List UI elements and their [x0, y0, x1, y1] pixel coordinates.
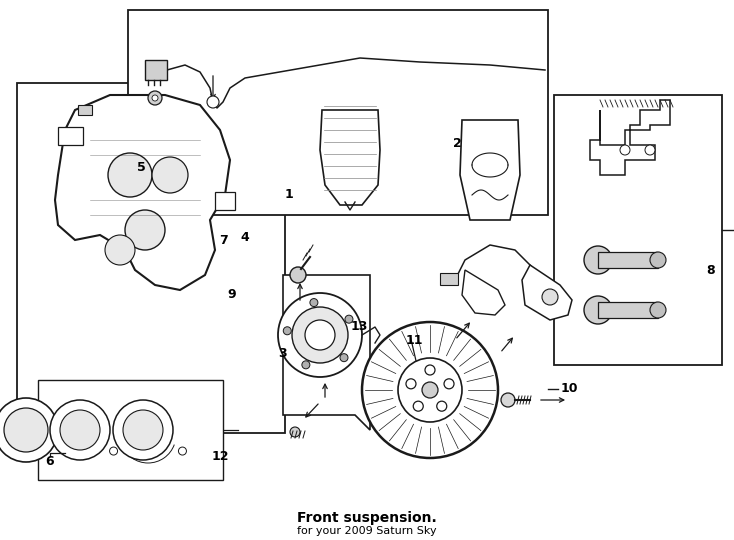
Bar: [598, 252, 658, 268]
Text: 5: 5: [137, 161, 146, 174]
Bar: [440, 273, 458, 285]
Circle shape: [148, 91, 162, 105]
Text: 8: 8: [706, 264, 715, 276]
Bar: [554, 95, 722, 365]
Circle shape: [444, 379, 454, 389]
Bar: [38, 380, 223, 480]
Text: 12: 12: [211, 450, 229, 463]
Circle shape: [152, 95, 158, 101]
Wedge shape: [106, 446, 190, 480]
Bar: [598, 302, 658, 318]
Circle shape: [290, 427, 300, 437]
Polygon shape: [462, 270, 505, 315]
Circle shape: [310, 299, 318, 307]
Text: 11: 11: [406, 334, 424, 347]
Bar: [17, 83, 285, 433]
Polygon shape: [283, 275, 370, 430]
Circle shape: [302, 361, 310, 369]
Circle shape: [398, 358, 462, 422]
Circle shape: [425, 365, 435, 375]
Text: 10: 10: [560, 382, 578, 395]
Text: 4: 4: [240, 231, 249, 244]
Circle shape: [60, 410, 100, 450]
Bar: [215, 192, 235, 210]
Circle shape: [50, 400, 110, 460]
Text: 1: 1: [284, 188, 293, 201]
Circle shape: [620, 145, 630, 155]
Text: 9: 9: [227, 288, 236, 301]
Text: 2: 2: [453, 137, 462, 150]
Circle shape: [645, 145, 655, 155]
Circle shape: [178, 447, 186, 455]
Circle shape: [125, 210, 165, 250]
Circle shape: [152, 157, 188, 193]
Circle shape: [109, 447, 117, 455]
Circle shape: [283, 327, 291, 335]
Text: 3: 3: [278, 347, 287, 360]
Circle shape: [406, 379, 416, 389]
Circle shape: [650, 302, 666, 318]
Circle shape: [207, 96, 219, 108]
Circle shape: [413, 401, 424, 411]
Circle shape: [422, 382, 438, 398]
Polygon shape: [522, 265, 572, 320]
Circle shape: [650, 252, 666, 268]
Circle shape: [501, 393, 515, 407]
Circle shape: [584, 246, 612, 274]
Circle shape: [305, 320, 335, 350]
Bar: [58, 127, 83, 145]
Circle shape: [362, 322, 498, 458]
Circle shape: [105, 235, 135, 265]
Circle shape: [123, 410, 163, 450]
Text: 7: 7: [219, 234, 228, 247]
Text: 13: 13: [351, 320, 368, 333]
Circle shape: [108, 153, 152, 197]
Bar: [128, 10, 548, 215]
Polygon shape: [460, 120, 520, 220]
Circle shape: [292, 307, 348, 363]
Text: for your 2009 Saturn Sky: for your 2009 Saturn Sky: [297, 526, 437, 536]
Circle shape: [0, 398, 58, 462]
Polygon shape: [590, 100, 670, 175]
Circle shape: [278, 293, 362, 377]
Circle shape: [113, 400, 173, 460]
Bar: [145, 60, 167, 80]
Circle shape: [584, 296, 612, 324]
Text: 6: 6: [46, 455, 54, 468]
Circle shape: [340, 354, 348, 362]
Circle shape: [4, 408, 48, 452]
Circle shape: [542, 289, 558, 305]
Polygon shape: [55, 95, 230, 290]
Circle shape: [345, 315, 353, 323]
Circle shape: [437, 401, 447, 411]
Circle shape: [290, 267, 306, 283]
Bar: [78, 105, 92, 115]
Text: Front suspension.: Front suspension.: [297, 511, 437, 525]
Polygon shape: [320, 110, 380, 205]
